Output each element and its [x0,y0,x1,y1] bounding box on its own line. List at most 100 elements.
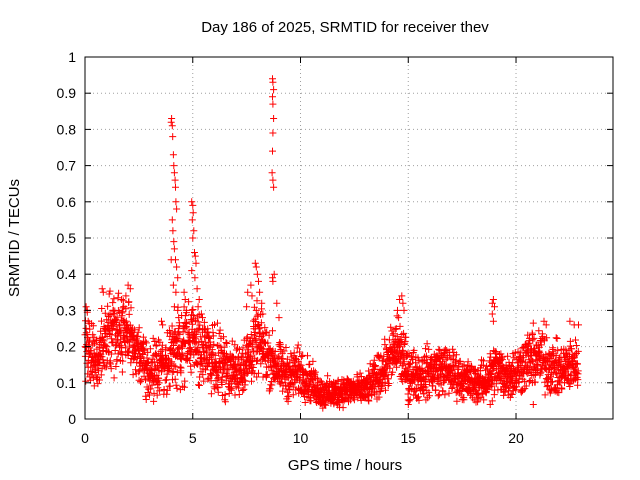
data-point [177,364,185,372]
data-point [253,357,260,365]
y-tick-label: 1 [68,49,76,65]
data-point [180,288,188,296]
data-point [170,303,178,311]
data-point [543,334,551,342]
data-point [509,373,517,381]
data-point [487,380,495,388]
data-point [269,327,276,335]
data-point [189,234,197,242]
data-point [491,303,498,311]
data-point [393,332,401,340]
data-point [247,352,255,360]
data-point [255,325,263,333]
data-point [400,341,408,348]
data-point [574,347,582,355]
data-point [89,322,97,330]
data-point [175,314,183,322]
data-point [369,382,377,390]
data-point [270,183,278,191]
data-point [219,369,227,377]
data-point [356,369,364,377]
data-point [220,333,227,341]
data-point [398,292,406,300]
data-point [171,375,179,383]
data-point [208,355,216,363]
data-point [195,381,202,389]
data-point [391,325,399,333]
data-point [106,287,114,295]
data-point [205,335,213,342]
x-tick-label: 15 [400,430,416,446]
data-point [240,385,248,393]
data-point [273,299,281,307]
data-point [421,353,429,361]
data-point [552,334,560,342]
data-point [168,115,176,122]
data-point [247,281,255,289]
data-point [252,306,260,314]
data-point [423,340,431,348]
data-point [174,306,182,314]
data-point [255,277,262,285]
data-point [402,333,410,341]
data-point [222,339,230,346]
data-point [558,385,566,393]
data-point [553,335,561,342]
data-point [82,329,90,337]
data-point [309,357,317,365]
data-point [427,355,434,363]
data-point [248,377,255,385]
data-point [480,396,488,404]
data-point [109,299,117,307]
data-point [400,306,408,314]
x-tick-label: 5 [189,430,197,446]
data-point [117,327,125,335]
data-point [454,386,462,394]
data-point [148,381,156,389]
data-point [115,321,123,329]
data-point [174,335,182,343]
data-point [170,362,178,370]
data-point [550,364,558,371]
data-point [173,205,181,213]
data-point [426,392,433,400]
data-point [169,133,177,141]
data-point [492,365,500,373]
data-point [574,367,582,375]
data-point [170,169,178,177]
data-point [381,341,389,349]
data-point [98,353,106,361]
data-point [188,267,196,275]
data-point [301,399,309,406]
data-point [208,346,216,354]
data-point [389,368,397,376]
data-point [324,372,332,380]
y-tick-label: 0.1 [57,375,77,391]
data-point [287,379,294,387]
data-point [430,374,438,382]
data-point [99,288,107,296]
data-point [195,382,203,389]
data-point [371,362,379,369]
data-point [163,386,171,394]
data-point [82,303,90,311]
data-point [167,256,175,264]
data-point [304,352,311,360]
data-point [504,352,512,360]
data-point [150,389,158,397]
data-point [144,348,152,356]
data-point [529,319,537,327]
data-point [526,339,534,347]
data-point [118,296,126,303]
data-point [188,198,196,206]
data-point [153,391,161,399]
data-point [555,377,563,385]
data-point [455,363,463,371]
data-point [124,281,132,289]
data-point [445,389,453,397]
data-point [119,357,127,365]
data-point [163,390,171,398]
data-point [294,357,302,365]
y-tick-label: 0.6 [57,194,77,210]
data-point [228,352,236,360]
